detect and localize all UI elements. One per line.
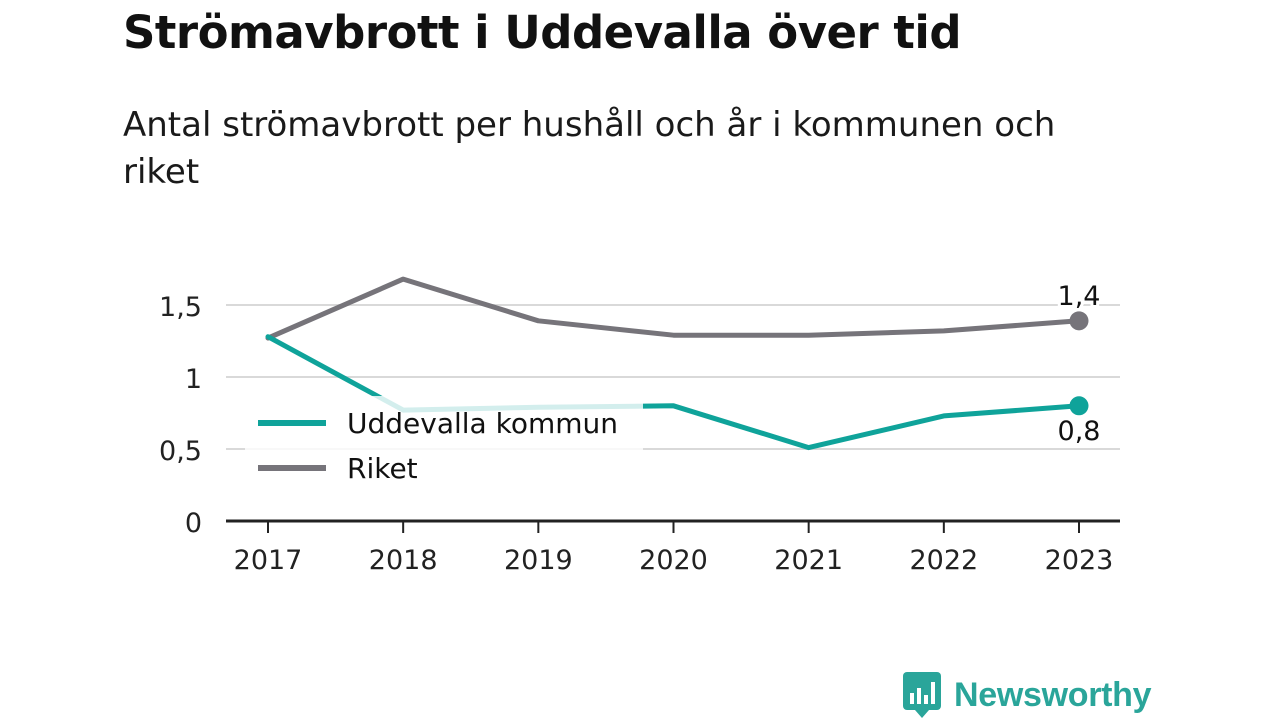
- x-tick-label: 2017: [234, 545, 303, 576]
- chart-title: Strömavbrott i Uddevalla över tid: [123, 6, 962, 59]
- data-label: 0,8: [1058, 416, 1101, 447]
- series-line: [265, 276, 1082, 341]
- series-end-point: [1069, 396, 1089, 416]
- brand-name: Newsworthy: [954, 675, 1152, 714]
- y-tick-label: 1: [185, 364, 202, 395]
- legend-label: Uddevalla kommun: [347, 407, 618, 440]
- y-tick-label: 0: [185, 508, 202, 539]
- x-tick-label: 2023: [1045, 545, 1114, 576]
- x-tick-label: 2022: [909, 545, 978, 576]
- end-labels: 0,8 1,4: [1055, 278, 1104, 450]
- series-end-point: [1069, 311, 1089, 331]
- y-tick-label: 0,5: [159, 436, 202, 467]
- newsworthy-bar-chart-icon: [903, 672, 941, 718]
- data-label: 1,4: [1058, 281, 1101, 312]
- y-tick-label: 1,5: [159, 292, 202, 323]
- newsworthy-logo: Newsworthy: [902, 670, 1152, 720]
- x-axis-ticks: 2017 2018 2019 2020 2021 2022 2023: [234, 521, 1114, 576]
- legend: Uddevalla kommun Riket: [245, 396, 643, 485]
- y-axis-ticks: 0 0,5 1 1,5: [159, 292, 202, 539]
- x-tick-label: 2019: [504, 545, 573, 576]
- x-tick-label: 2020: [639, 545, 708, 576]
- legend-label: Riket: [347, 452, 418, 485]
- x-tick-label: 2021: [774, 545, 843, 576]
- x-tick-label: 2018: [369, 545, 438, 576]
- chart-subtitle: Antal strömavbrott per hushåll och år i …: [123, 105, 1056, 192]
